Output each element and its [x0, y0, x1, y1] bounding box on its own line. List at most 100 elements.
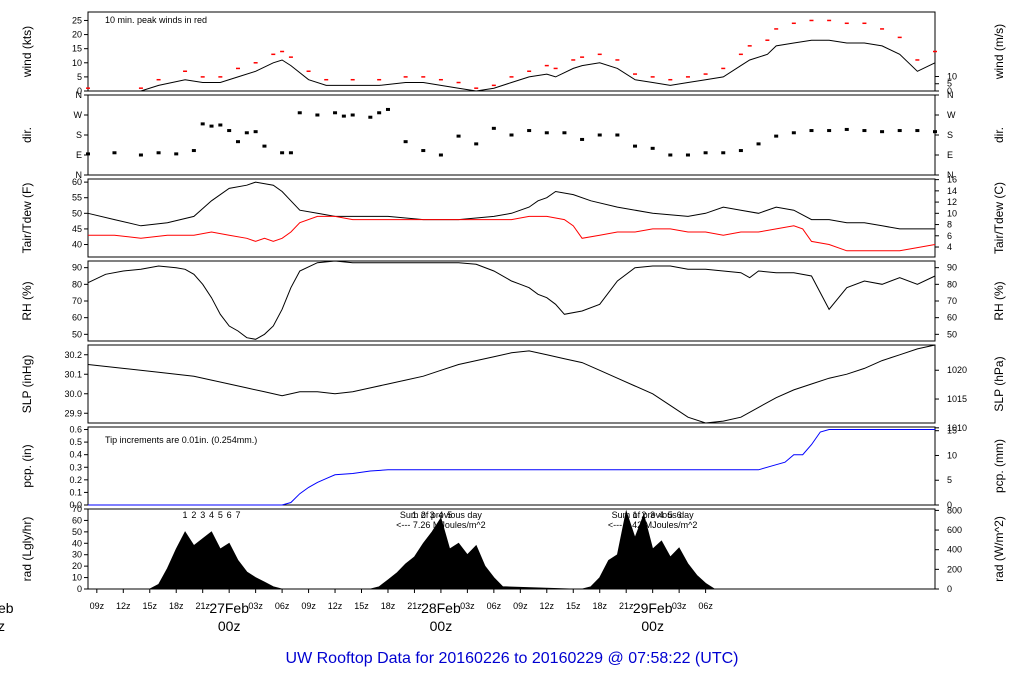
rad-hour-mark: 5 — [668, 510, 673, 520]
data-point — [633, 144, 638, 148]
panel-frame — [87, 11, 936, 92]
data-point — [738, 149, 743, 153]
data-point — [685, 153, 690, 157]
x-date-cut-sublabel: z — [0, 618, 5, 634]
y-tick-label-right: 50 — [947, 329, 957, 339]
y-tick-label-left: 0 — [77, 584, 82, 594]
data-point — [227, 129, 232, 133]
y-tick-label-right: 1010 — [947, 423, 967, 433]
series-SLP — [87, 344, 936, 424]
rad-hour-mark: 6 — [227, 510, 232, 520]
y-tick-label-right: 6 — [947, 231, 952, 241]
data-point — [456, 134, 461, 138]
y-tick-label-left: 60 — [72, 313, 82, 323]
y-tick-label-right: W — [947, 110, 956, 120]
y-axis-label-right: pcp. (mm) — [992, 439, 1006, 493]
rad-hour-mark: 4 — [438, 510, 443, 520]
y-tick-label-right: 90 — [947, 263, 957, 273]
x-tick-label: 03z — [672, 601, 687, 611]
x-tick-label: 18z — [592, 601, 607, 611]
x-date-label: 27Feb — [209, 600, 249, 616]
y-tick-label-right: 400 — [947, 545, 962, 555]
y-axis-label-left: wind (kts) — [20, 26, 34, 78]
data-point — [341, 114, 346, 118]
y-tick-label-right: 5 — [947, 79, 952, 89]
y-tick-label-right: 800 — [947, 505, 962, 515]
rad-annotation: Sum of previous day — [400, 510, 483, 520]
y-tick-label-left: 30 — [72, 550, 82, 560]
y-tick-label-right: 1015 — [947, 394, 967, 404]
data-point — [844, 127, 849, 131]
figure-title: UW Rooftop Data for 20160226 to 20160229… — [285, 650, 739, 667]
y-axis-label-left: Tair/Tdew (F) — [20, 183, 34, 254]
y-tick-label-left: 5 — [77, 72, 82, 82]
y-tick-label-right: N — [947, 90, 954, 100]
y-axis-label-left: RH (%) — [20, 281, 34, 320]
data-point — [756, 142, 761, 146]
data-point — [615, 133, 620, 137]
y-tick-label-left: 90 — [72, 263, 82, 273]
rad-hour-mark: 3 — [430, 510, 435, 520]
y-axis-label-right: SLP (hPa) — [992, 356, 1006, 411]
rad-hour-mark: 1 — [633, 510, 638, 520]
data-point — [209, 124, 214, 128]
y-tick-label-left: 0.0 — [69, 500, 82, 510]
x-tick-label: 15z — [566, 601, 581, 611]
y-tick-label-left: 50 — [72, 329, 82, 339]
y-tick-label-left: 20 — [72, 561, 82, 571]
x-date-label: 29Feb — [633, 600, 673, 616]
y-tick-label-left: 45 — [72, 224, 82, 234]
x-tick-label: 12z — [540, 601, 555, 611]
data-point — [915, 129, 920, 133]
data-point — [774, 134, 779, 138]
data-point — [933, 130, 937, 134]
panel-frame — [87, 426, 936, 506]
y-axis-label-left: SLP (inHg) — [20, 355, 34, 413]
rad-hour-mark: 2 — [641, 510, 646, 520]
rad-hour-mark: 1 — [183, 510, 188, 520]
series-10-min-peak — [86, 19, 937, 89]
panel-rh: 50 60 70 80 90 50 60 70 80 90 RH (%) RH (%) — [20, 260, 1006, 342]
y-axis-label-left: dir. — [20, 127, 34, 143]
y-tick-label-right: S — [947, 130, 953, 140]
y-tick-label-right: 14 — [947, 186, 957, 196]
wind-annotation: 10 min. peak winds in red — [105, 15, 207, 25]
data-point — [280, 151, 285, 155]
x-tick-label: 06z — [275, 601, 290, 611]
y-tick-label-right: 0 — [947, 584, 952, 594]
y-tick-label-left: N — [76, 170, 83, 180]
data-point — [174, 152, 179, 156]
x-tick-label: 15z — [143, 601, 158, 611]
y-tick-label-left: 40 — [72, 240, 82, 250]
series-wind-direction — [86, 107, 937, 157]
y-tick-label-left: 70 — [72, 296, 82, 306]
panel-frame — [87, 344, 936, 424]
x-tick-label: 03z — [460, 601, 475, 611]
data-point — [880, 130, 885, 134]
rad-hour-mark: 7 — [235, 510, 240, 520]
data-point — [562, 131, 567, 135]
series-Tair — [87, 181, 935, 230]
y-tick-label-left: 30.2 — [64, 350, 82, 360]
y-tick-label-right: 12 — [947, 197, 957, 207]
y-tick-label-left: 0 — [77, 86, 82, 96]
y-tick-label-right: 60 — [947, 313, 957, 323]
x-tick-label: 09z — [301, 601, 316, 611]
data-point — [156, 151, 161, 155]
x-tick-label: 15z — [354, 601, 369, 611]
x-tick-label: 06z — [487, 601, 502, 611]
y-tick-label-right: 0 — [947, 500, 952, 510]
y-tick-label-right: 200 — [947, 564, 962, 574]
data-point — [288, 151, 293, 155]
y-tick-label-right: 15 — [947, 426, 957, 436]
y-tick-label-right: 600 — [947, 525, 962, 535]
x-date-sublabel: 00z — [641, 618, 664, 634]
y-tick-label-right: 10 — [947, 71, 957, 81]
panel-pcp: 0.0 0.1 0.2 0.3 0.4 0.5 0.6 0 5 10 15 pcp. (in) pcp.… — [20, 425, 1006, 510]
x-tick-label: 12z — [328, 601, 343, 611]
rad-hour-mark: 2 — [421, 510, 426, 520]
series-precipitation — [88, 429, 935, 506]
y-tick-label-right: 80 — [947, 279, 957, 289]
y-tick-label-left: 0.3 — [69, 462, 82, 472]
